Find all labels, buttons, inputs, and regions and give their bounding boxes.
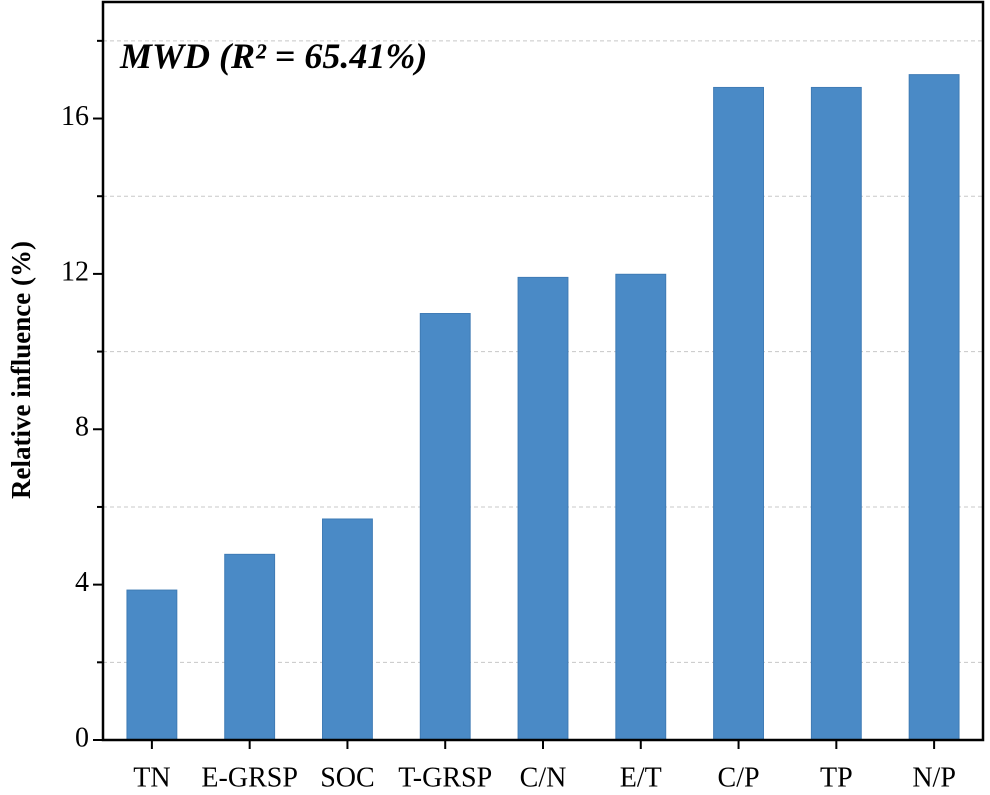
- x-tick-label: C/N: [520, 762, 567, 793]
- x-tick-label: TP: [820, 762, 853, 793]
- y-tick-label: 4: [75, 567, 89, 598]
- x-tick-label: E/T: [620, 762, 662, 793]
- bar: [322, 518, 373, 741]
- x-tick-label: TN: [133, 762, 170, 793]
- bar: [908, 74, 960, 741]
- y-tick-label: 8: [75, 412, 89, 443]
- bar: [224, 553, 276, 741]
- bar: [713, 86, 764, 741]
- y-tick-label: 12: [61, 256, 89, 287]
- y-axis-label: Relative influence (%): [6, 241, 36, 499]
- bar: [810, 86, 862, 741]
- x-tick-label: N/P: [912, 762, 956, 793]
- plot-frame: [101, 0, 985, 742]
- bar: [615, 273, 667, 741]
- x-tick-label: C/P: [718, 762, 760, 793]
- y-tick-label: 0: [75, 722, 89, 753]
- x-tick-label: T-GRSP: [398, 762, 492, 793]
- bar: [126, 589, 178, 741]
- bar: [517, 276, 569, 741]
- chart-title: MWD (R² = 65.41%): [119, 36, 427, 76]
- y-tick-label: 16: [61, 101, 89, 132]
- x-tick-label: SOC: [320, 762, 374, 793]
- x-tick-label: E-GRSP: [201, 762, 297, 793]
- bar: [419, 313, 471, 741]
